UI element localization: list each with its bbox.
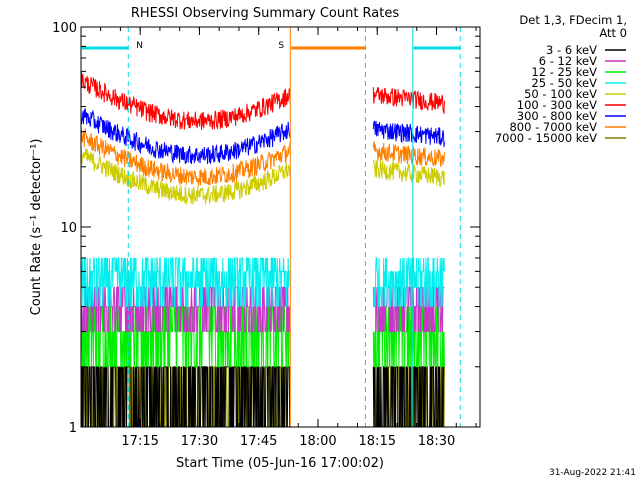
legend-entry: 25 - 50 keV (531, 76, 626, 90)
legend-label: 3 - 6 keV (546, 43, 597, 57)
marker-label: S (278, 41, 284, 51)
legend-entry: 300 - 800 keV (517, 109, 626, 123)
marker-label: N (136, 41, 143, 51)
series-100-300keV (80, 72, 445, 131)
legend-label: 7000 - 15000 keV (495, 131, 597, 145)
legend-entry: 3 - 6 keV (546, 43, 626, 57)
series-trace-1 (80, 146, 291, 205)
legend-label: 800 - 7000 keV (509, 120, 597, 134)
series-trace-2 (372, 159, 445, 187)
series-trace-2 (372, 140, 445, 167)
legend-label: 100 - 300 keV (517, 98, 597, 112)
series-50-100keV (80, 146, 445, 205)
legend-label: 25 - 50 keV (531, 76, 597, 90)
legend-header-line1: Det 1,3, FDecim 1, (519, 13, 627, 27)
x-tick-label: 17:15 (121, 434, 158, 449)
series-trace-1 (80, 127, 291, 187)
series-trace-2 (373, 257, 445, 308)
legend-entry: 12 - 25 keV (531, 65, 626, 79)
x-tick-label: 18:00 (299, 434, 336, 449)
y-axis-label: Count Rate (s⁻¹ detector⁻¹) (29, 139, 44, 316)
y-tick-label: 10 (60, 221, 77, 236)
series-trace-2 (372, 120, 445, 148)
series-300-800keV (80, 108, 445, 165)
legend-entry: 50 - 100 keV (524, 87, 626, 101)
series-25-50keV (80, 257, 445, 308)
series-trace-2 (372, 286, 445, 333)
chart-title: RHESSI Observing Summary Count Rates (131, 6, 400, 21)
x-tick-label: 17:30 (181, 434, 218, 449)
series-800-7000keV (80, 127, 445, 187)
legend-entry: 800 - 7000 keV (509, 120, 626, 134)
y-tick-label: 100 (52, 21, 77, 36)
legend-label: 6 - 12 keV (539, 54, 597, 68)
series-trace-1 (81, 286, 291, 333)
legend-label: 12 - 25 keV (531, 65, 597, 79)
x-tick-label: 18:30 (418, 434, 455, 449)
series-trace-1 (80, 306, 291, 368)
series-trace-2 (372, 87, 445, 115)
series-trace-1 (80, 257, 291, 308)
generated-timestamp: 31-Aug-2022 21:41 (549, 468, 636, 478)
legend-entry: 7000 - 15000 keV (495, 131, 626, 145)
x-axis-label: Start Time (05-Jun-16 17:00:02) (176, 456, 384, 471)
legend-header-line2: Att 0 (599, 26, 627, 40)
y-tick-label: 1 (69, 421, 77, 436)
legend-entry: 100 - 300 keV (517, 98, 626, 112)
x-axis: 17:15 17:30 17:45 18:00 18:15 18:30 (100, 27, 477, 449)
x-tick-label: 18:15 (359, 434, 396, 449)
series-trace-1 (80, 108, 291, 165)
series-6-12keV (81, 286, 445, 333)
series-trace-1 (81, 366, 291, 428)
marker-segment-2 (412, 27, 461, 427)
legend-label: 300 - 800 keV (517, 109, 597, 123)
y-axis: 1 10 100 (52, 21, 480, 436)
marker-S-1: S (278, 27, 366, 427)
legend-label: 50 - 100 keV (524, 87, 597, 101)
series-trace-1 (80, 72, 291, 131)
legend-entry: 6 - 12 keV (539, 54, 626, 68)
x-tick-label: 17:45 (240, 434, 277, 449)
